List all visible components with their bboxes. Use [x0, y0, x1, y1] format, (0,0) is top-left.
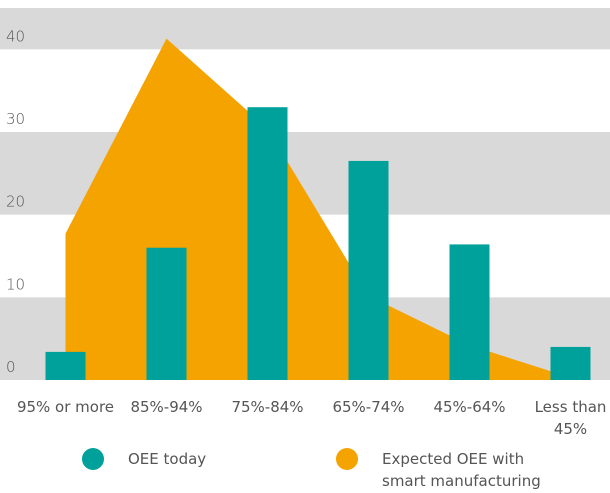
- y-tick-label: 10: [6, 275, 25, 293]
- bar: [247, 107, 288, 380]
- bar: [449, 244, 490, 380]
- area: [65, 38, 571, 380]
- bar: [146, 247, 187, 380]
- x-tick-label: 95% or more: [16, 398, 115, 416]
- bar: [45, 351, 86, 380]
- legend-label: OEE today: [128, 450, 207, 468]
- x-tick-label: 65%-74%: [332, 398, 405, 416]
- x-tick-label: 85%-94%: [130, 398, 203, 416]
- x-tick-label: Less than 45%: [534, 398, 607, 438]
- x-tick-label: 75%-84%: [231, 398, 304, 416]
- legend-marker: [82, 448, 104, 470]
- legend-label: Expected OEE with smart manufacturing: [382, 450, 541, 490]
- y-tick-label: 20: [6, 193, 25, 211]
- bar: [348, 160, 389, 380]
- y-tick-label: 40: [6, 27, 25, 45]
- y-tick-label: 30: [6, 110, 25, 128]
- x-tick-label: 45%-64%: [433, 398, 506, 416]
- y-tick-label: 0: [6, 358, 16, 376]
- grid-band: [0, 8, 610, 50]
- bar: [550, 346, 591, 380]
- legend-marker: [336, 448, 358, 470]
